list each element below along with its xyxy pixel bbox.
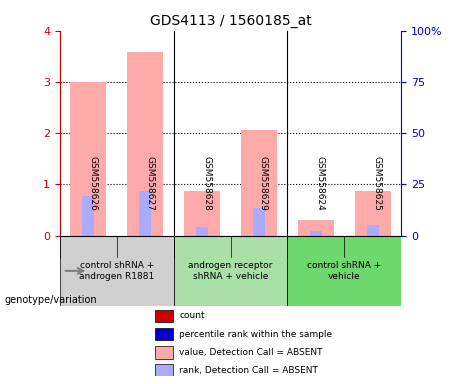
Bar — [298, 220, 334, 236]
Bar — [241, 130, 277, 236]
Bar — [155, 310, 172, 322]
Text: control shRNA +
vehicle: control shRNA + vehicle — [307, 261, 381, 281]
Text: count: count — [179, 311, 205, 320]
Text: GSM558627: GSM558627 — [145, 156, 154, 211]
Text: GSM558628: GSM558628 — [202, 156, 211, 211]
Bar — [366, 225, 378, 236]
FancyBboxPatch shape — [287, 236, 401, 306]
Text: value, Detection Call = ABSENT: value, Detection Call = ABSENT — [179, 348, 323, 357]
Bar — [155, 346, 172, 359]
Bar — [355, 190, 390, 236]
Text: GSM558625: GSM558625 — [372, 156, 382, 211]
Bar — [184, 190, 220, 236]
FancyBboxPatch shape — [174, 236, 287, 306]
Text: androgen receptor
shRNA + vehicle: androgen receptor shRNA + vehicle — [188, 261, 273, 281]
Bar — [83, 196, 95, 236]
Bar — [310, 231, 322, 236]
Text: percentile rank within the sample: percentile rank within the sample — [179, 329, 332, 339]
Text: genotype/variation: genotype/variation — [5, 295, 97, 305]
Text: GSM558629: GSM558629 — [259, 156, 268, 211]
Bar — [196, 227, 208, 236]
Text: rank, Detection Call = ABSENT: rank, Detection Call = ABSENT — [179, 366, 318, 375]
Bar — [139, 190, 151, 236]
Text: GSM558626: GSM558626 — [89, 156, 97, 211]
Bar — [155, 364, 172, 377]
Bar — [155, 328, 172, 341]
Bar — [253, 207, 265, 236]
Text: GSM558624: GSM558624 — [316, 156, 325, 211]
Title: GDS4113 / 1560185_at: GDS4113 / 1560185_at — [150, 14, 311, 28]
Text: control shRNA +
androgen R1881: control shRNA + androgen R1881 — [79, 261, 154, 281]
Bar — [127, 52, 163, 236]
FancyBboxPatch shape — [60, 236, 174, 306]
Bar — [71, 82, 106, 236]
